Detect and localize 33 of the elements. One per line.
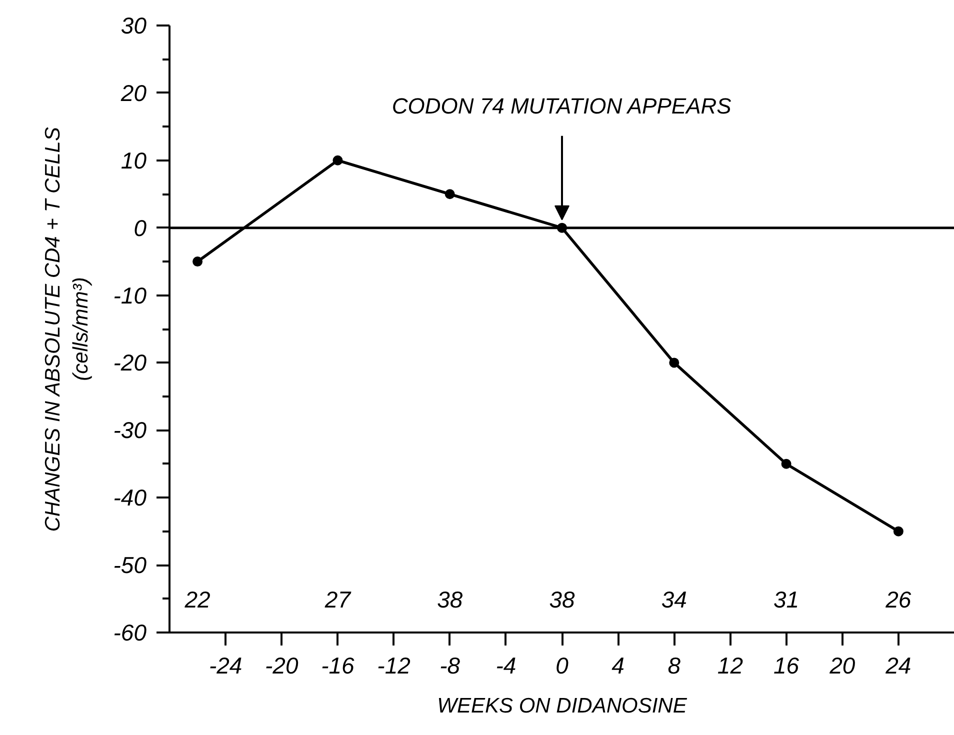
x-tick-label: 12 bbox=[717, 652, 744, 678]
annotation: 31 bbox=[773, 586, 800, 612]
y-tick-label: -50 bbox=[113, 552, 147, 578]
x-tick-label: -8 bbox=[440, 652, 460, 678]
x-tick-label: -24 bbox=[208, 652, 242, 678]
y-axis-title: CHANGES IN ABSOLUTE CD4 + T CELLS (cells/mm³) bbox=[42, 127, 92, 532]
x-axis-title: WEEKS ON DIDANOSINE bbox=[437, 694, 688, 718]
annotation: 38 bbox=[549, 586, 575, 612]
annotation: 34 bbox=[661, 586, 687, 612]
y-tick-label: 10 bbox=[120, 147, 147, 174]
y-tick-label: -10 bbox=[113, 282, 147, 308]
y-tick-label: -40 bbox=[113, 484, 147, 511]
x-tick-label: 0 bbox=[556, 652, 569, 678]
y-tick-label: -30 bbox=[113, 417, 147, 444]
y-tick-label: 20 bbox=[120, 80, 147, 106]
x-tick-label: 24 bbox=[884, 652, 912, 678]
y-tick-label: -20 bbox=[113, 350, 147, 376]
y-tick-label: -60 bbox=[113, 620, 147, 646]
annotation: 22 bbox=[184, 586, 211, 612]
x-tick-label: 20 bbox=[828, 652, 856, 678]
x-tick-label: 8 bbox=[668, 652, 681, 678]
annotation: 26 bbox=[884, 586, 912, 612]
x-tick-label: 4 bbox=[612, 652, 624, 678]
x-tick-label: -4 bbox=[496, 652, 516, 678]
y-tick-label: 0 bbox=[134, 214, 147, 241]
x-tick-label: -16 bbox=[321, 652, 355, 678]
x-tick-label: -12 bbox=[377, 652, 411, 678]
annotation: CODON 74 MUTATION APPEARS bbox=[392, 93, 732, 118]
x-tick-label: -20 bbox=[265, 652, 298, 678]
x-tick-label: 16 bbox=[773, 652, 800, 678]
y-tick-label: 30 bbox=[120, 12, 147, 38]
annotation: 38 bbox=[437, 586, 463, 612]
annotation: 27 bbox=[324, 586, 352, 612]
